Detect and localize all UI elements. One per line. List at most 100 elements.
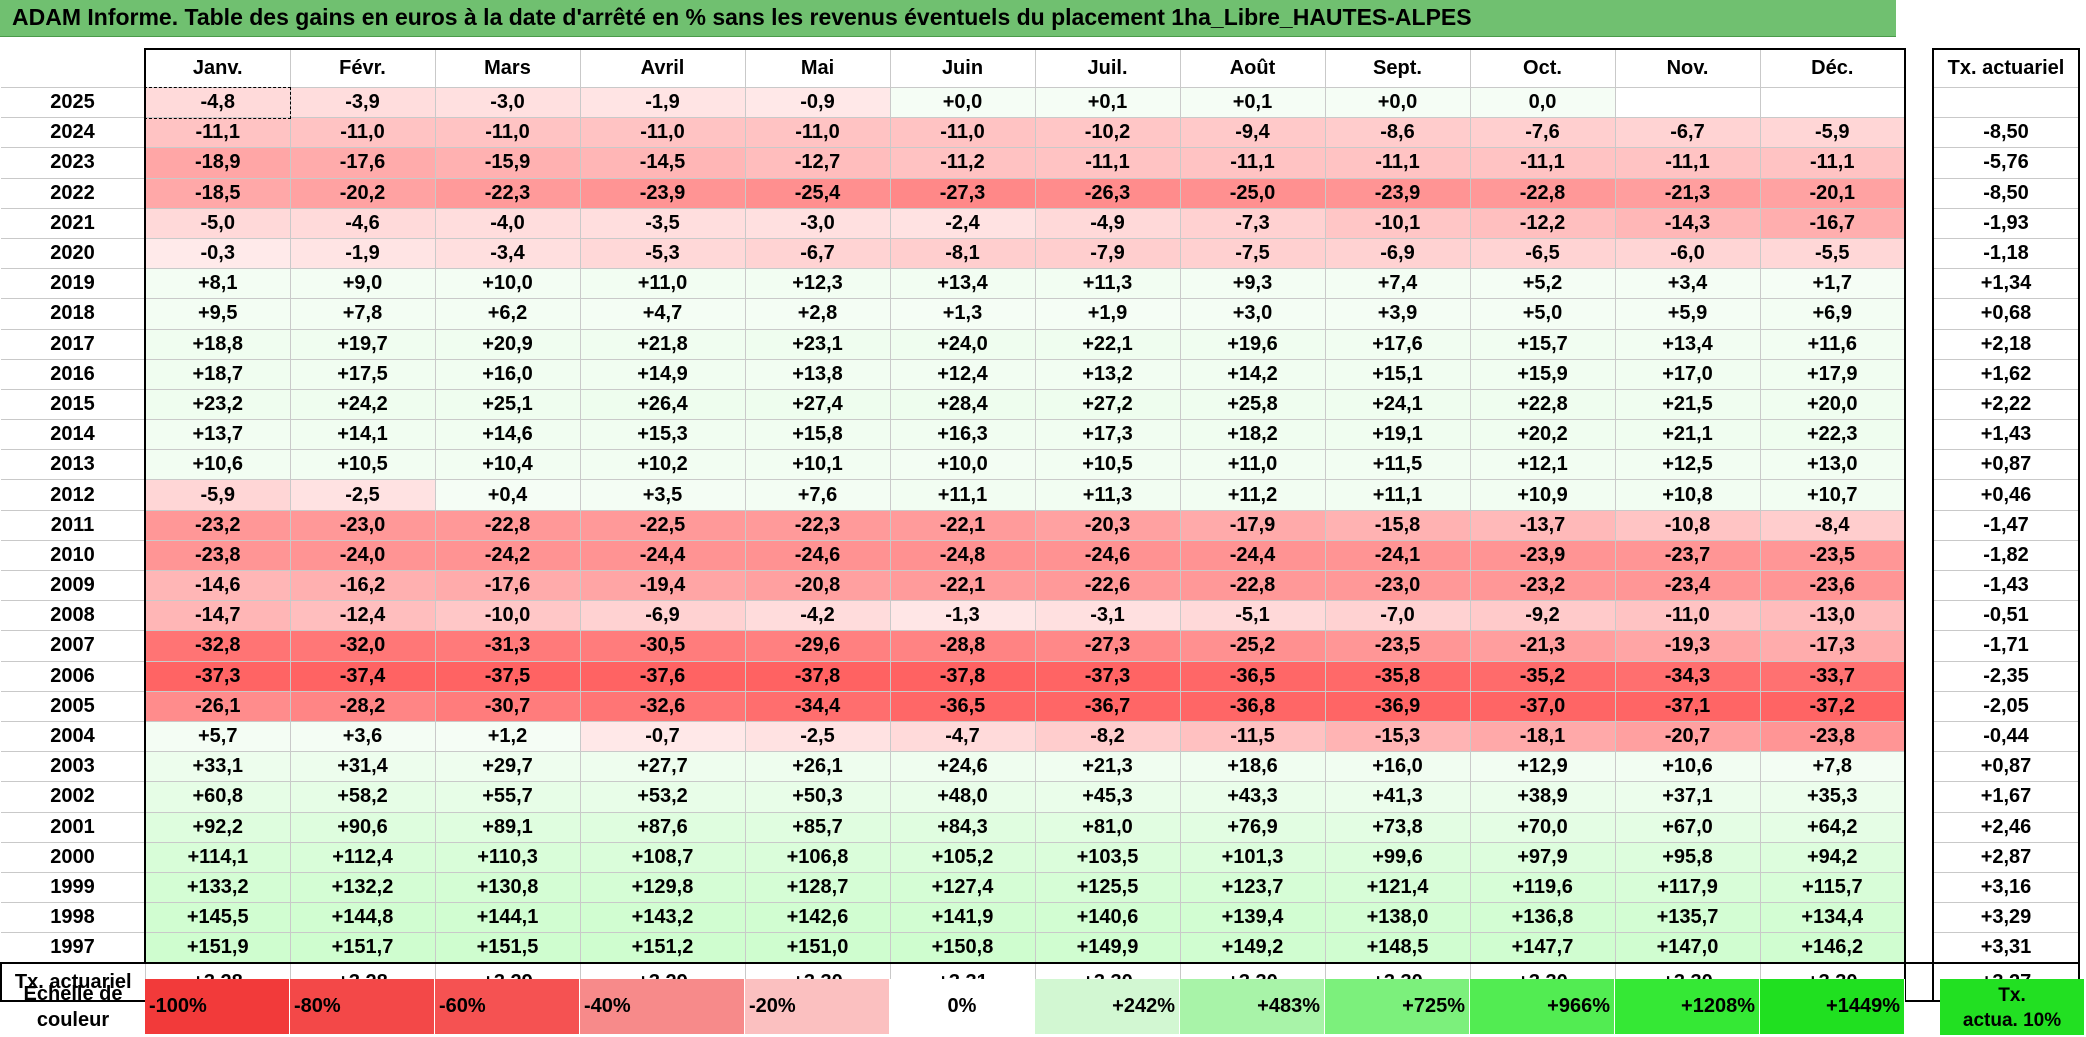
value-cell: +70,0 (1469, 811, 1616, 843)
value-cell: -20,2 (289, 177, 436, 209)
value-cell: +6,9 (1759, 298, 1906, 330)
tx-value-cell: -0,51 (1932, 600, 2080, 632)
month-header: Oct. (1469, 48, 1616, 88)
value-cell: -28,8 (889, 630, 1036, 662)
value-cell: -34,4 (744, 690, 891, 722)
value-cell: -1,9 (579, 86, 746, 119)
value-cell: +11,0 (579, 268, 746, 300)
value-cell: +20,0 (1759, 388, 1906, 421)
value-cell: +26,4 (579, 388, 746, 421)
value-cell: +58,2 (289, 781, 436, 813)
value-cell: +23,2 (144, 388, 291, 421)
value-cell: -6,0 (1614, 237, 1761, 270)
value-cell: -30,7 (434, 690, 581, 722)
value-cell: -24,1 (1324, 539, 1471, 572)
tx-value-cell: +3,29 (1932, 902, 2080, 934)
value-cell: +132,2 (289, 871, 436, 904)
value-cell: +148,5 (1324, 932, 1471, 964)
value-cell: +149,2 (1179, 932, 1326, 964)
value-cell: +21,3 (1034, 751, 1181, 783)
value-cell: +97,9 (1469, 841, 1616, 873)
value-cell: +106,8 (744, 841, 891, 873)
value-cell: -5,9 (144, 479, 291, 511)
value-cell: +2,8 (744, 298, 891, 330)
gap-cell (1905, 178, 1933, 209)
value-cell: +28,4 (889, 388, 1036, 421)
gap-cell (1905, 359, 1933, 390)
value-cell: -37,4 (289, 660, 436, 692)
value-cell (1759, 86, 1906, 119)
value-cell: +17,5 (289, 358, 436, 390)
value-cell: +1,9 (1034, 298, 1181, 330)
value-cell: -24,0 (289, 539, 436, 572)
value-cell: +13,4 (1614, 328, 1761, 360)
value-cell: +10,6 (144, 449, 291, 481)
value-cell: +12,1 (1469, 449, 1616, 481)
value-cell: -35,2 (1469, 660, 1616, 692)
value-cell: -19,3 (1614, 630, 1761, 662)
value-cell: -37,6 (579, 660, 746, 692)
value-cell (1614, 86, 1761, 119)
value-cell: -23,9 (1324, 177, 1471, 209)
value-cell: +27,7 (579, 751, 746, 783)
table-row: 1999 +133,2 +132,2 +130,8 +129,8 +128,7 +127,4… (1, 871, 2080, 904)
value-cell: +11,2 (1179, 479, 1326, 511)
tx-value-cell: -1,43 (1932, 569, 2080, 602)
value-cell: -32,0 (289, 630, 436, 662)
value-cell: -6,9 (1324, 237, 1471, 270)
legend-swatch: -60% (435, 979, 580, 1034)
value-cell: +10,1 (744, 449, 891, 481)
value-cell: -34,3 (1614, 660, 1761, 692)
value-cell: -20,8 (744, 569, 891, 602)
value-cell: +27,2 (1034, 388, 1181, 421)
legend-label-line2: couleur (36, 1009, 110, 1031)
value-cell: -6,5 (1469, 237, 1616, 270)
value-cell: -25,0 (1179, 177, 1326, 209)
value-cell: +53,2 (579, 781, 746, 813)
value-cell: +151,9 (144, 932, 291, 964)
table-row: 1998 +145,5 +144,8 +144,1 +143,2 +142,6 +141,9… (1, 902, 2080, 934)
value-cell: +13,0 (1759, 449, 1906, 481)
value-cell: -11,1 (1614, 147, 1761, 179)
gap-cell (1905, 630, 1933, 662)
value-cell: -24,6 (1034, 539, 1181, 572)
value-cell: +35,3 (1759, 781, 1906, 813)
value-cell: +10,0 (434, 268, 581, 300)
value-cell: -22,3 (434, 177, 581, 209)
value-cell: +11,3 (1034, 479, 1181, 511)
value-cell: +136,8 (1469, 902, 1616, 934)
year-label: 2020 (1, 237, 146, 270)
value-cell: +135,7 (1614, 902, 1761, 934)
value-cell: +10,4 (434, 449, 581, 481)
value-cell: -22,1 (889, 509, 1036, 541)
gap-cell (1905, 298, 1933, 329)
value-cell: -37,3 (144, 660, 291, 692)
value-cell: -22,8 (1179, 569, 1326, 602)
value-cell: -7,9 (1034, 237, 1181, 270)
value-cell: +13,7 (144, 419, 291, 451)
value-cell: +14,1 (289, 419, 436, 451)
value-cell: -18,1 (1469, 720, 1616, 753)
value-cell: +21,8 (579, 328, 746, 360)
value-cell: -10,2 (1034, 117, 1181, 149)
value-cell: +133,2 (144, 871, 291, 904)
value-cell: +38,9 (1469, 781, 1616, 813)
tx-value-cell (1932, 86, 2080, 119)
value-cell: -15,9 (434, 147, 581, 179)
value-cell: -18,5 (144, 177, 291, 209)
value-cell: +18,2 (1179, 419, 1326, 451)
value-cell: -17,9 (1179, 509, 1326, 541)
value-cell: -27,3 (1034, 630, 1181, 662)
value-cell: +45,3 (1034, 781, 1181, 813)
year-label: 2007 (1, 630, 146, 662)
year-label: 2008 (1, 600, 146, 632)
value-cell: +17,3 (1034, 419, 1181, 451)
value-cell: +19,6 (1179, 328, 1326, 360)
value-cell: +110,3 (434, 841, 581, 873)
value-cell: +1,7 (1759, 268, 1906, 300)
value-cell: +10,5 (1034, 449, 1181, 481)
value-cell: +64,2 (1759, 811, 1906, 843)
tx-value-cell: +1,67 (1932, 781, 2080, 813)
value-cell: +16,0 (434, 358, 581, 390)
value-cell: +105,2 (889, 841, 1036, 873)
